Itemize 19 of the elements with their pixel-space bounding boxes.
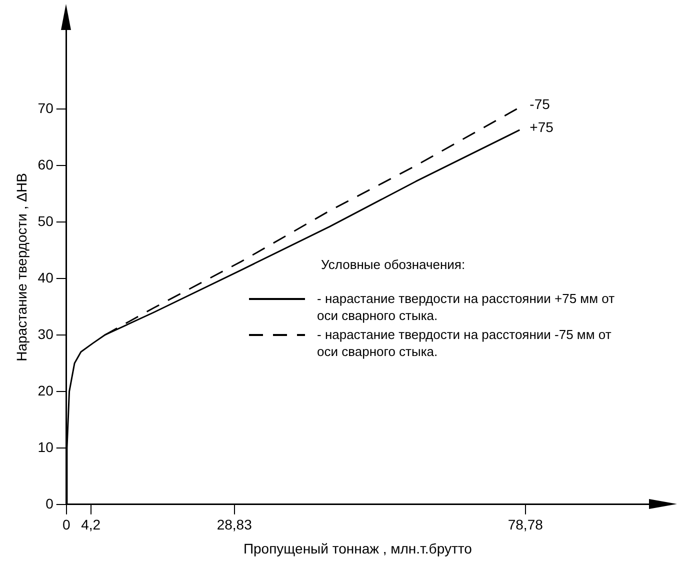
y-tick-label: 30 xyxy=(38,326,54,342)
y-tick-label: 40 xyxy=(38,269,54,286)
y-tick-label: 10 xyxy=(38,438,54,455)
y-tick-label: 0 xyxy=(46,495,54,512)
y-tick-label: 70 xyxy=(38,100,54,116)
legend-label: - нарастание твердости на расстоянии +75 мм от оси сварного стыка. xyxy=(317,290,616,324)
x-tick-label: 0 xyxy=(62,516,70,533)
y-tick-label: 50 xyxy=(38,212,54,229)
annotation: +75 xyxy=(530,118,554,135)
x-tick-label: 4,2 xyxy=(81,516,101,533)
x-tick-label: 28,83 xyxy=(216,516,252,533)
annotation: -75 xyxy=(530,96,550,112)
y-tick-label: 20 xyxy=(38,382,54,398)
x-axis-title: Пропущеный тоннаж , млн.т.брутто xyxy=(243,540,472,556)
x-tick-label: 78,78 xyxy=(508,516,544,533)
y-axis-title: Нарастание твердости , ΔHB xyxy=(13,173,30,362)
legend-label: - нарастание твердости на расстоянии -75 мм от оси сварного стыка. xyxy=(317,326,612,360)
y-tick-label: 60 xyxy=(38,156,54,172)
legend-title: Условные обозначения: xyxy=(321,257,466,272)
